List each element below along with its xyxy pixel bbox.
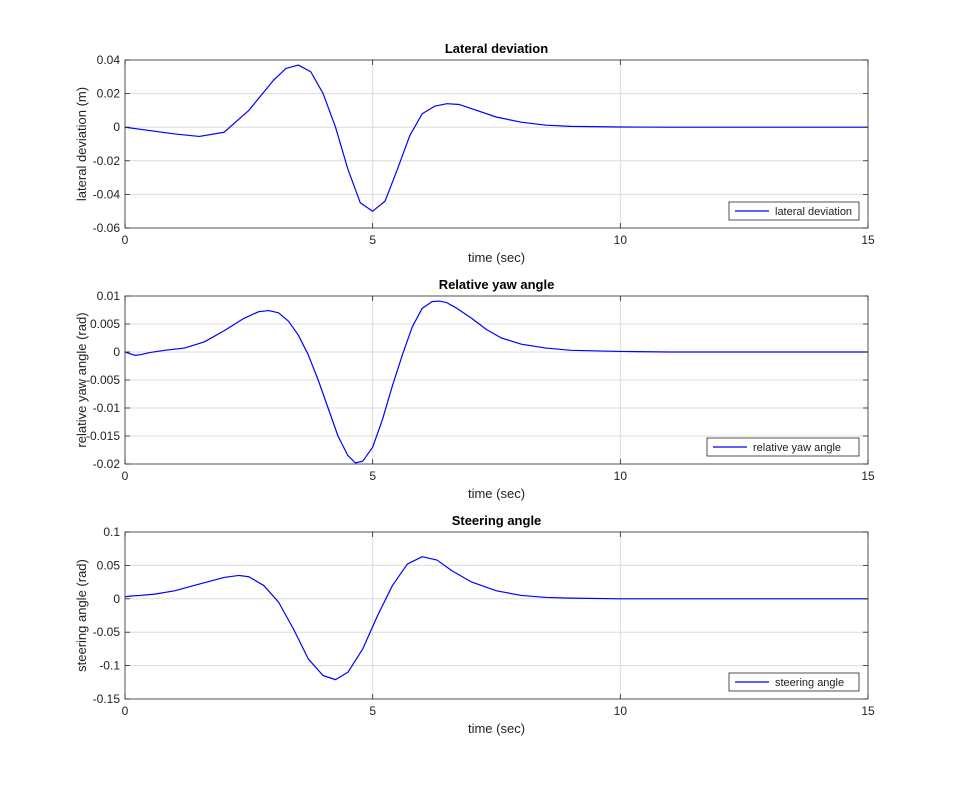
x-tick-label: 10 bbox=[614, 233, 628, 247]
y-axis-label: steering angle (rad) bbox=[74, 559, 89, 672]
x-tick-label: 5 bbox=[369, 704, 376, 718]
y-tick-label: -0.005 bbox=[86, 373, 120, 387]
y-tick-label: 0.04 bbox=[97, 53, 121, 67]
x-tick-label: 15 bbox=[861, 233, 875, 247]
chart-title: Steering angle bbox=[452, 513, 542, 528]
legend-box bbox=[728, 672, 860, 692]
plot-area bbox=[125, 60, 868, 228]
x-axis-label: time (sec) bbox=[468, 721, 525, 736]
x-tick-label: 5 bbox=[369, 233, 376, 247]
y-tick-label: -0.1 bbox=[99, 659, 120, 673]
series-line bbox=[124, 300, 868, 464]
x-tick-label: 0 bbox=[122, 469, 129, 483]
y-tick-label: 0.005 bbox=[90, 317, 120, 331]
subplot-1: 0 5 10 15 -0.06 -0.04 -0.02 0 0.02 0.04 Lateral de… bbox=[74, 41, 875, 265]
y-axis-label: lateral deviation (m) bbox=[74, 87, 89, 201]
subplot-2: 0 5 10 15 -0.02 -0.015 -0.01 -0.005 0 0.005 0.01 Re… bbox=[74, 277, 875, 501]
x-tick-label: 15 bbox=[861, 704, 875, 718]
legend-label: steering angle bbox=[775, 677, 844, 689]
x-tick-label: 0 bbox=[122, 233, 129, 247]
legend: steering angle bbox=[728, 672, 860, 692]
y-tick-label: -0.04 bbox=[93, 187, 121, 201]
y-tick-label: 0.02 bbox=[97, 87, 121, 101]
y-axis-label: relative yaw angle (rad) bbox=[74, 312, 89, 447]
x-axis-label: time (sec) bbox=[468, 250, 525, 265]
legend: lateral deviation bbox=[728, 201, 860, 221]
y-tick-label: 0 bbox=[113, 345, 120, 359]
chart-title: Lateral deviation bbox=[445, 41, 548, 56]
subplot-3: 0 5 10 15 -0.15 -0.1 -0.05 0 0.05 0.1 Steering ang… bbox=[74, 513, 875, 736]
axes-box bbox=[124, 59, 869, 229]
series-line bbox=[124, 64, 868, 212]
y-tick-label: 0.01 bbox=[97, 289, 121, 303]
series-line bbox=[124, 556, 868, 681]
y-tick-label: -0.015 bbox=[86, 429, 120, 443]
x-tick-label: 15 bbox=[861, 469, 875, 483]
y-tick-label: -0.05 bbox=[93, 625, 121, 639]
legend-label: lateral deviation bbox=[775, 206, 852, 218]
y-tick-label: 0 bbox=[113, 592, 120, 606]
plot-area bbox=[125, 532, 868, 699]
x-tick-label: 10 bbox=[614, 469, 628, 483]
y-tick-label: -0.02 bbox=[93, 154, 121, 168]
axes-box bbox=[124, 531, 869, 700]
y-tick-label: 0 bbox=[113, 120, 120, 134]
y-tick-label: -0.01 bbox=[93, 401, 121, 415]
chart-title: Relative yaw angle bbox=[439, 277, 555, 292]
x-tick-label: 10 bbox=[614, 704, 628, 718]
legend-box bbox=[706, 437, 860, 457]
y-tick-label: -0.06 bbox=[93, 221, 121, 235]
y-tick-label: -0.02 bbox=[93, 457, 121, 471]
y-tick-label: -0.15 bbox=[93, 692, 121, 706]
x-tick-label: 0 bbox=[122, 704, 129, 718]
legend-box bbox=[728, 201, 860, 221]
legend-label: relative yaw angle bbox=[753, 442, 841, 454]
x-tick-label: 5 bbox=[369, 469, 376, 483]
legend: relative yaw angle bbox=[706, 437, 860, 457]
y-tick-label: 0.1 bbox=[103, 525, 120, 539]
x-axis-label: time (sec) bbox=[468, 486, 525, 501]
y-tick-label: 0.05 bbox=[97, 558, 121, 572]
